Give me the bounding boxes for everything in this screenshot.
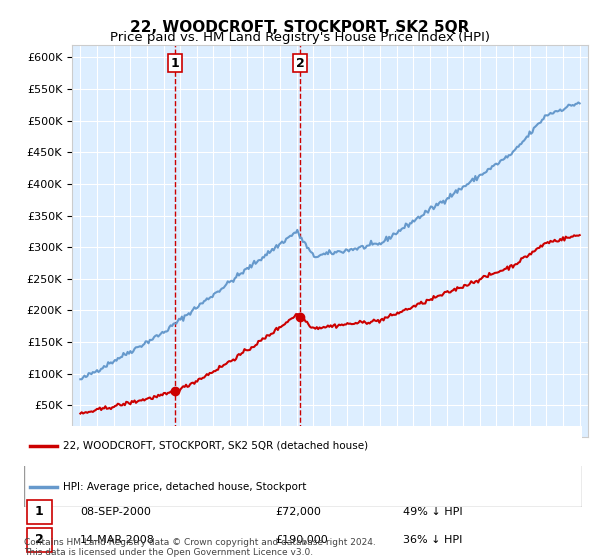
Text: Contains HM Land Registry data © Crown copyright and database right 2024.
This d: Contains HM Land Registry data © Crown c… [24, 538, 376, 557]
Text: 1: 1 [35, 505, 43, 519]
Text: £72,000: £72,000 [275, 507, 321, 517]
Text: 14-MAR-2008: 14-MAR-2008 [80, 535, 155, 545]
Text: 49% ↓ HPI: 49% ↓ HPI [403, 507, 463, 517]
Text: 2: 2 [296, 57, 305, 69]
Bar [27, 528, 52, 552]
Text: 22, WOODCROFT, STOCKPORT, SK2 5QR: 22, WOODCROFT, STOCKPORT, SK2 5QR [130, 20, 470, 35]
Text: 2: 2 [35, 533, 43, 547]
Text: £190,000: £190,000 [275, 535, 328, 545]
Text: 08-SEP-2000: 08-SEP-2000 [80, 507, 151, 517]
Text: 22, WOODCROFT, STOCKPORT, SK2 5QR (detached house): 22, WOODCROFT, STOCKPORT, SK2 5QR (detac… [63, 441, 368, 451]
Text: 1: 1 [170, 57, 179, 69]
Text: 36% ↓ HPI: 36% ↓ HPI [403, 535, 463, 545]
Bar [24, 426, 582, 466]
Text: Price paid vs. HM Land Registry's House Price Index (HPI): Price paid vs. HM Land Registry's House … [110, 31, 490, 44]
Bar [27, 500, 52, 524]
Text: HPI: Average price, detached house, Stockport: HPI: Average price, detached house, Stoc… [63, 482, 307, 492]
